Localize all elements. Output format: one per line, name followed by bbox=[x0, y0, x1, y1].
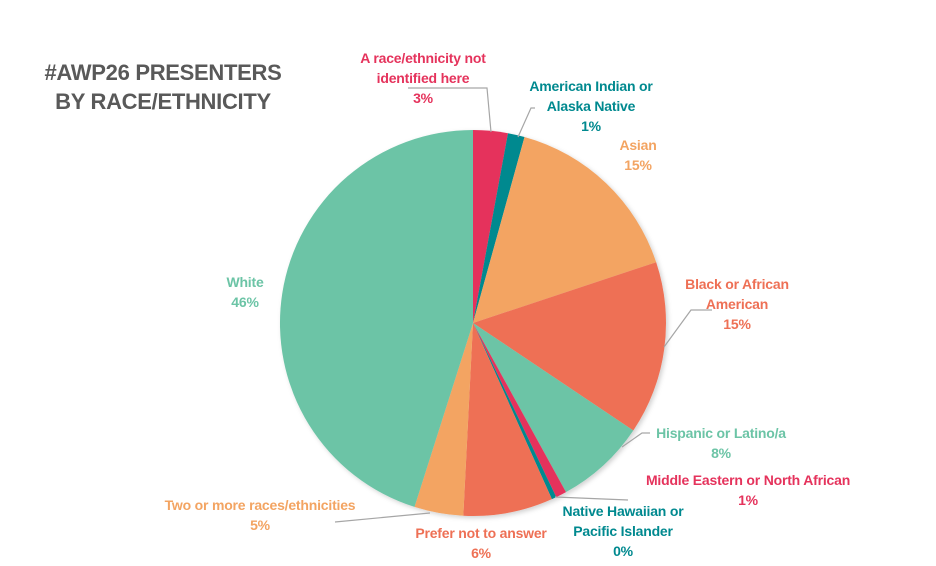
leader-line-black bbox=[663, 309, 712, 348]
leader-line-nhpi bbox=[554, 496, 629, 501]
leader-line-american-indian bbox=[517, 107, 535, 138]
pie-slice-american-indian bbox=[473, 133, 525, 323]
label-black: Black or African American 15% bbox=[674, 274, 800, 334]
label-american-indian-name-1: American Indian or bbox=[529, 78, 653, 94]
pie-slices bbox=[279, 130, 667, 517]
label-american-indian-pct: 1% bbox=[581, 118, 601, 134]
pie-slice-mena bbox=[473, 323, 566, 498]
label-white-name: White bbox=[226, 274, 264, 290]
label-black-pct: 15% bbox=[723, 316, 751, 332]
label-not-identified-pct: 3% bbox=[413, 90, 433, 106]
label-hispanic-name: Hispanic or Latino/a bbox=[656, 425, 786, 441]
label-white: White 46% bbox=[215, 272, 275, 312]
label-nhpi-name-1: Native Hawaiian or bbox=[562, 503, 684, 519]
label-nhpi-name-2: Pacific Islander bbox=[573, 523, 673, 539]
label-mena-pct: 1% bbox=[738, 492, 758, 508]
pie-slice-white bbox=[279, 130, 473, 507]
label-nhpi-pct: 0% bbox=[613, 543, 633, 559]
label-two-or-more: Two or more races/ethnicities 5% bbox=[150, 495, 370, 535]
pie-slice-not-identified bbox=[473, 130, 508, 323]
chart-title-line-2: BY RACE/ETHNICITY bbox=[55, 89, 271, 114]
label-prefer-not: Prefer not to answer 6% bbox=[406, 523, 556, 563]
label-two-or-more-name: Two or more races/ethnicities bbox=[164, 497, 356, 513]
label-asian-pct: 15% bbox=[624, 157, 652, 173]
label-two-or-more-pct: 5% bbox=[250, 517, 270, 533]
pie-slice-nhpi bbox=[473, 323, 557, 500]
label-black-name-2: American bbox=[705, 296, 769, 312]
pie-slice-black bbox=[473, 262, 667, 431]
label-nhpi: Native Hawaiian or Pacific Islander 0% bbox=[552, 501, 694, 561]
label-american-indian-name-2: Alaska Native bbox=[546, 98, 636, 114]
leader-lines bbox=[334, 87, 712, 523]
label-mena-name: Middle Eastern or North African bbox=[645, 472, 851, 488]
chart-title-line-1: #AWP26 PRESENTERS bbox=[44, 60, 282, 85]
label-asian: Asian 15% bbox=[608, 135, 668, 175]
label-not-identified: A race/ethnicity not identified here 3% bbox=[350, 48, 496, 108]
chart-title: #AWP26 PRESENTERS BY RACE/ETHNICITY bbox=[18, 58, 308, 116]
label-prefer-not-name: Prefer not to answer bbox=[415, 525, 547, 541]
leader-line-two-or-more bbox=[334, 512, 431, 523]
label-not-identified-name-2: identified here bbox=[376, 70, 470, 86]
pie-slice-hispanic bbox=[473, 323, 634, 493]
label-asian-name: Asian bbox=[619, 137, 657, 153]
label-hispanic-pct: 8% bbox=[711, 445, 731, 461]
label-mena: Middle Eastern or North African 1% bbox=[632, 470, 864, 510]
label-american-indian: American Indian or Alaska Native 1% bbox=[518, 76, 664, 136]
pie-slice-two-or-more bbox=[414, 323, 473, 516]
label-hispanic: Hispanic or Latino/a 8% bbox=[646, 423, 796, 463]
label-black-name-1: Black or African bbox=[685, 276, 789, 292]
label-prefer-not-pct: 6% bbox=[471, 545, 491, 561]
leader-line-hispanic bbox=[621, 432, 650, 448]
leader-line-not-identified bbox=[408, 87, 492, 133]
pie-slice-asian bbox=[473, 137, 657, 323]
label-white-pct: 46% bbox=[231, 294, 259, 310]
pie-slice-prefer-not bbox=[463, 323, 552, 517]
label-not-identified-name-1: A race/ethnicity not bbox=[360, 50, 486, 66]
